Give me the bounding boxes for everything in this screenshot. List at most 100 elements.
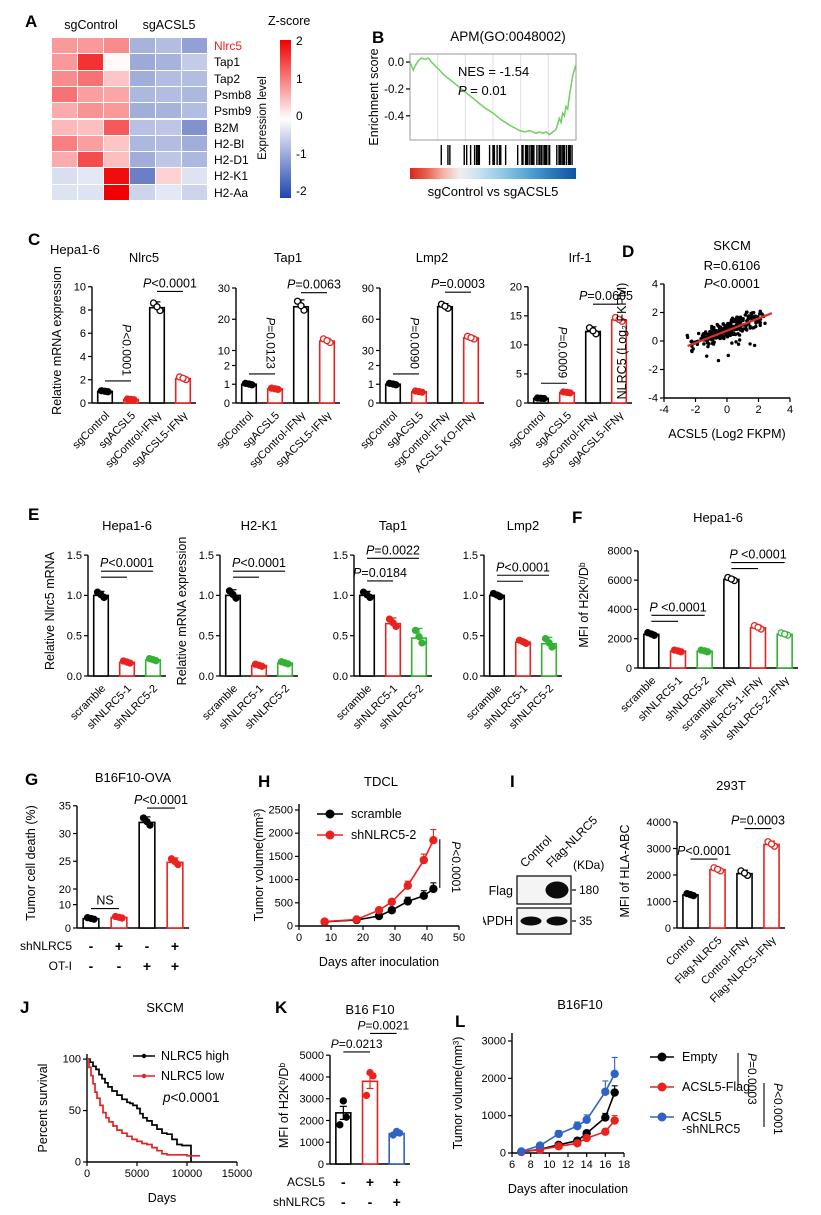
svg-text:P<0.0001: P<0.0001 xyxy=(100,556,154,570)
svg-text:+: + xyxy=(115,938,123,954)
svg-text:12: 12 xyxy=(562,1159,574,1171)
line-chart-tdcl: TDCL 0 500 1000 1500 2000 2500 0 10 20 30 40 50 scram… xyxy=(253,774,465,969)
svg-text:P=0.0021: P=0.0021 xyxy=(357,1018,409,1032)
heatmap-cell xyxy=(104,38,129,54)
svg-text:1500: 1500 xyxy=(269,851,293,863)
svg-text:25: 25 xyxy=(59,856,71,868)
svg-text:MFI of HLA-ABC: MFI of HLA-ABC xyxy=(618,824,632,917)
heatmap-cell xyxy=(78,70,103,86)
svg-text:-: - xyxy=(89,938,94,954)
svg-text:Tumor cell death (%): Tumor cell death (%) xyxy=(24,805,38,921)
svg-text:Lmp2: Lmp2 xyxy=(507,518,540,533)
svg-text:-: - xyxy=(89,958,94,974)
heatmap-cell xyxy=(78,119,103,135)
svg-text:14: 14 xyxy=(581,1159,593,1171)
panel-g-label: G xyxy=(25,770,39,789)
heatmap-cell xyxy=(52,103,77,119)
heatmap-cell xyxy=(52,135,77,152)
colorbar-title: Z-score xyxy=(268,14,311,28)
heatmap-cell xyxy=(130,135,155,152)
svg-text:TDCL: TDCL xyxy=(364,774,398,789)
panel-f: F 0 2000 4000 6000 8000 scramble shNLRC5-1 shNL… xyxy=(566,500,821,768)
heatmap-cell xyxy=(182,54,207,70)
svg-text:GAPDH: GAPDH xyxy=(483,914,513,928)
heatmap-cell xyxy=(130,103,155,119)
heatmap-cell xyxy=(52,152,77,168)
svg-text:3000: 3000 xyxy=(300,1094,324,1106)
svg-text:ACSL5: ACSL5 xyxy=(287,1175,325,1189)
heatmap-cell xyxy=(78,135,103,152)
heatmap-cell xyxy=(182,103,207,119)
svg-text:0: 0 xyxy=(500,1148,506,1160)
heatmap-cell xyxy=(52,119,77,135)
svg-text:H2-K1: H2-K1 xyxy=(241,518,278,533)
svg-text:sgControl vs sgACSL5: sgControl vs sgACSL5 xyxy=(428,184,559,199)
svg-text:293T: 293T xyxy=(716,778,746,793)
svg-text:0: 0 xyxy=(75,1157,81,1169)
svg-text:35: 35 xyxy=(579,914,593,928)
svg-text:50: 50 xyxy=(453,932,465,944)
svg-text:500: 500 xyxy=(275,897,293,909)
svg-text:OT-I: OT-I xyxy=(49,959,72,973)
svg-text:P=0.0003: P=0.0003 xyxy=(431,277,485,291)
heatmap-cell xyxy=(130,86,155,103)
svg-text:4: 4 xyxy=(787,404,793,416)
heatmap-cell xyxy=(78,168,103,184)
heatmap-cell xyxy=(130,168,155,184)
svg-text:P=0.0605: P=0.0605 xyxy=(579,289,633,303)
svg-text:2: 2 xyxy=(755,404,761,416)
svg-text:P<0.0001: P<0.0001 xyxy=(119,324,133,376)
svg-text:0: 0 xyxy=(626,663,632,675)
svg-text:2000: 2000 xyxy=(608,634,632,646)
svg-text:Flag: Flag xyxy=(489,884,513,898)
panel-e: E 0.0 0.5 1.0 1.5 scramble shNLRC5-1 shNLRC5-2… xyxy=(18,500,566,768)
colorbar-tick: -2 xyxy=(296,184,307,198)
svg-text:10: 10 xyxy=(74,282,86,294)
svg-text:1.0: 1.0 xyxy=(199,590,214,602)
svg-text:P=0.0184: P=0.0184 xyxy=(353,566,407,580)
svg-text:-0.4: -0.4 xyxy=(384,111,404,123)
svg-text:ACSL5-Flag: ACSL5-Flag xyxy=(682,1080,750,1094)
heatmap-cell xyxy=(182,184,207,200)
svg-text:1.0: 1.0 xyxy=(463,590,478,602)
gsea-plot: APM(GO:0048002) 0.0 -0.2 -0.4 NES = -1.54 P =… xyxy=(367,29,577,199)
heatmap-gene-label: Psmb8 xyxy=(214,87,252,102)
svg-text:p<0.0001: p<0.0001 xyxy=(162,1090,220,1105)
svg-text:P=0.0003: P=0.0003 xyxy=(745,1053,759,1105)
svg-text:20: 20 xyxy=(218,314,230,326)
svg-text:Tumor volume(mm³): Tumor volume(mm³) xyxy=(451,1037,465,1150)
heatmap-cell xyxy=(156,54,181,70)
svg-text:P<0.0001: P<0.0001 xyxy=(704,276,760,291)
heatmap-gene-label: B2M xyxy=(214,120,239,135)
heatmap-gene-label: Tap1 xyxy=(214,55,241,70)
svg-text:P=0.0213: P=0.0213 xyxy=(331,1037,383,1051)
heatmap-cell xyxy=(182,119,207,135)
svg-text:+: + xyxy=(366,1174,374,1190)
heatmap-cell xyxy=(52,86,77,103)
svg-text:0: 0 xyxy=(652,336,658,348)
panel-d: D SKCM R=0.6106 P<0.0001 -4 -2 0 2 4 -4 -2 0 2 4 ACSL… xyxy=(612,232,821,500)
svg-text:4000: 4000 xyxy=(608,604,632,616)
svg-text:2000: 2000 xyxy=(647,870,671,882)
svg-text:P<0.0001: P<0.0001 xyxy=(143,276,197,290)
svg-text:-: - xyxy=(341,1194,346,1210)
heatmap-cell xyxy=(156,119,181,135)
panel-k-label: K xyxy=(275,998,288,1017)
svg-text:30: 30 xyxy=(389,932,401,944)
svg-text:P = 0.01: P = 0.01 xyxy=(458,83,507,98)
svg-text:2000: 2000 xyxy=(300,1115,324,1127)
svg-text:0.0: 0.0 xyxy=(199,671,214,683)
heatmap-cell xyxy=(182,168,207,184)
heatmap-cell xyxy=(156,152,181,168)
panel-h-label: H xyxy=(258,772,271,791)
svg-text:NES = -1.54: NES = -1.54 xyxy=(458,64,529,79)
svg-text:0.5: 0.5 xyxy=(67,631,82,643)
svg-text:NLRC5 (Log₂ FKPM): NLRC5 (Log₂ FKPM) xyxy=(615,283,629,400)
heatmap-cell xyxy=(156,86,181,103)
km-plot: SKCM 0 50 100 0 5000 10000 15000 NLRC5 high NLRC5… xyxy=(36,1000,252,1205)
svg-text:P<0.0001: P<0.0001 xyxy=(496,560,550,574)
bar-chart-k: 0 1000 2000 3000 4000 5000 ACSL5 - + + shNLRC5 - - + P… xyxy=(273,1002,410,1210)
heatmap-cell xyxy=(78,38,103,54)
heatmap-group-sgControl: sgControl xyxy=(64,18,118,32)
